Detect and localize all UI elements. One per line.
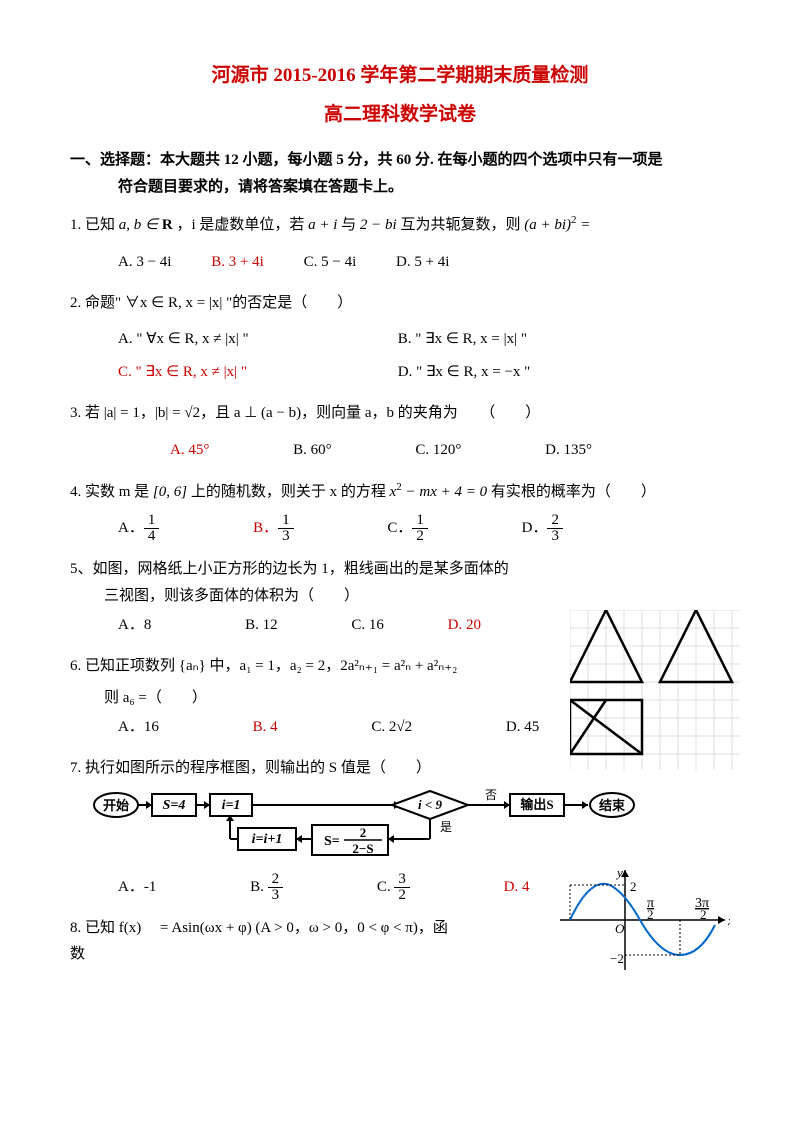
q2-stem: 2. 命题" ∀x ∈ R, x = |x| "的否定是（ ） xyxy=(70,289,730,318)
flowchart-svg: 开始 S=4 i=1 i < 9 否 是 输出S 结束 S= 2 xyxy=(90,789,650,867)
q7-opt-a: A．-1 xyxy=(118,871,156,904)
q4-text-1: 4. 实数 m 是 xyxy=(70,484,153,500)
svg-text:2: 2 xyxy=(700,907,707,922)
q5-opt-a: A．8 xyxy=(118,609,151,642)
q1-text-3: 与 xyxy=(341,217,360,233)
svg-text:2: 2 xyxy=(647,907,654,922)
svg-text:否: 否 xyxy=(485,789,497,802)
q1-text-1: 1. 已知 xyxy=(70,217,119,233)
q6-opt-c: C. 2√2 xyxy=(371,711,412,744)
q1-opt-c: C. 5 − 4i xyxy=(304,246,357,279)
q5-opt-d: D. 20 xyxy=(448,609,481,642)
svg-text:x: x xyxy=(727,913,730,928)
three-view-svg xyxy=(570,610,740,770)
svg-text:开始: 开始 xyxy=(103,798,129,813)
q2-opt-c: C. " ∃x ∈ R, x ≠ |x| " xyxy=(118,356,358,389)
q1-opt-d: D. 5 + 4i xyxy=(396,246,449,279)
q4-opt-a: A．14 xyxy=(118,512,159,545)
svg-text:i < 9: i < 9 xyxy=(418,797,443,812)
q3-opt-c: C. 120° xyxy=(415,434,461,467)
q3-opt-d: D. 135° xyxy=(545,434,592,467)
svg-text:是: 是 xyxy=(440,820,452,834)
svg-text:i=1: i=1 xyxy=(222,798,241,813)
three-view-figure xyxy=(570,610,740,770)
main-title: 河源市 2015-2016 学年第二学期期末质量检测 xyxy=(70,60,730,87)
q4-stem: 4. 实数 m 是 [0, 6] 上的随机数，则关于 x 的方程 x2 − mx… xyxy=(70,477,730,507)
q6-opt-b: B. 4 xyxy=(253,711,278,744)
q7-opt-b: B. 23 xyxy=(250,871,283,904)
sine-graph-svg: x y O 2 −2 π 2 3π 2 xyxy=(560,865,730,975)
svg-text:S=4: S=4 xyxy=(163,798,186,813)
q4-opt-b: B．13 xyxy=(253,512,294,545)
flowchart-figure: 开始 S=4 i=1 i < 9 否 是 输出S 结束 S= 2 xyxy=(90,789,730,867)
q3-options: A. 45° B. 60° C. 120° D. 135° xyxy=(170,434,730,467)
q5-line2: 三视图，则该多面体的体积为（ ） xyxy=(104,584,530,605)
q1-opt-a: A. 3 − 4i xyxy=(118,246,171,279)
q3-stem: 3. 若 |a| = 1，|b| = √2，且 a ⊥ (a − b)，则向量 … xyxy=(70,399,730,428)
q1-text-2: ，i 是虚数单位，若 xyxy=(176,217,308,233)
q5-line1: 5、如图，网格纸上小正方形的边长为 1，粗线画出的是某多面体的 xyxy=(70,555,530,584)
sub-title: 高二理科数学试卷 xyxy=(70,99,730,126)
q6-opt-d: D. 45 xyxy=(506,711,539,744)
q2-opt-a: A. " ∀x ∈ R, x ≠ |x| " xyxy=(118,323,358,356)
q1-opt-b: B. 3 + 4i xyxy=(211,246,264,279)
q4-text-3: 有实根的概率为（ ） xyxy=(491,484,656,500)
q7-opt-d: D. 4 xyxy=(504,871,530,904)
q1-options: A. 3 − 4i B. 3 + 4i C. 5 − 4i D. 5 + 4i xyxy=(118,246,730,279)
q5-options: A．8 B. 12 C. 16 D. 20 xyxy=(118,609,530,642)
svg-text:2−S: 2−S xyxy=(352,841,373,856)
q2-opt-d: D. " ∃x ∈ R, x = −x " xyxy=(398,356,531,389)
svg-text:输出S: 输出S xyxy=(520,797,553,812)
q3-opt-a: A. 45° xyxy=(170,434,209,467)
q5-opt-b: B. 12 xyxy=(245,609,278,642)
svg-text:2: 2 xyxy=(360,825,367,840)
q2-opt-b: B. " ∃x ∈ R, x = |x| " xyxy=(398,323,527,356)
q3-opt-b: B. 60° xyxy=(293,434,332,467)
q2-options: A. " ∀x ∈ R, x ≠ |x| " B. " ∃x ∈ R, x = … xyxy=(118,323,730,389)
q4-text-2: 上的随机数，则关于 x 的方程 xyxy=(191,484,390,500)
svg-text:O: O xyxy=(615,921,625,936)
q4-opt-c: C．12 xyxy=(387,512,428,545)
q4-options: A．14 B．13 C．12 D．23 xyxy=(118,512,730,545)
svg-text:2: 2 xyxy=(630,879,637,894)
svg-text:S=: S= xyxy=(324,834,340,849)
section-heading-1: 一、选择题：本大题共 12 小题，每小题 5 分，共 60 分. 在每小题的四个… xyxy=(70,148,730,169)
q6-opt-a: A．16 xyxy=(118,711,159,744)
svg-text:i=i+1: i=i+1 xyxy=(252,832,283,847)
q5-opt-c: C. 16 xyxy=(351,609,384,642)
sine-graph-figure: x y O 2 −2 π 2 3π 2 xyxy=(560,865,730,975)
q1-stem: 1. 已知 a, b ∈ R ，i 是虚数单位，若 a + i 与 2 − bi… xyxy=(70,210,730,240)
svg-text:结束: 结束 xyxy=(599,798,626,813)
q7-opt-c: C. 32 xyxy=(377,871,410,904)
q4-opt-d: D．23 xyxy=(522,512,563,545)
section-heading-2: 符合题目要求的，请将答案填在答题卡上。 xyxy=(118,175,730,196)
svg-text:y: y xyxy=(615,865,623,880)
svg-text:−2: −2 xyxy=(610,951,624,966)
q1-text-4: 互为共轭复数，则 xyxy=(400,217,524,233)
